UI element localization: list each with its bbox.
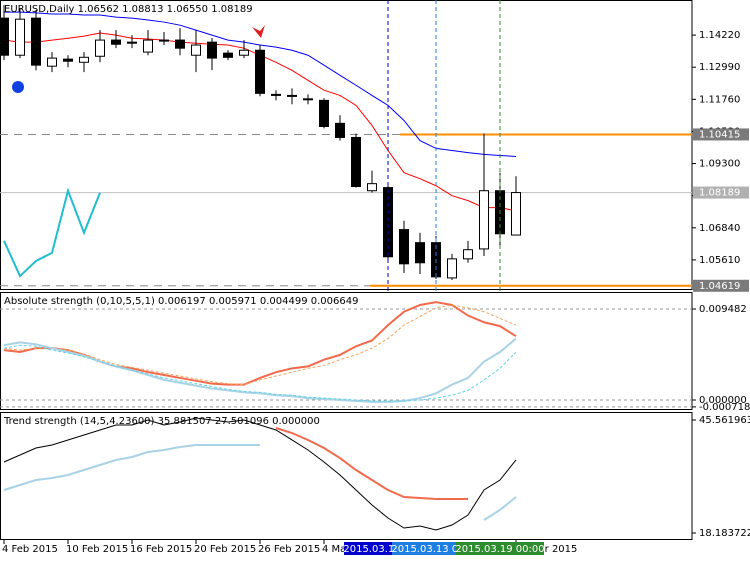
panel-title: Absolute strength (0,10,5,5,1) 0.006197 … [4,296,358,307]
signal-icons [12,25,265,93]
date-marker-label: 2015.03.13 00:00 [391,544,480,555]
y-tick-label: -0.000718 [699,402,750,413]
candle-body [511,192,521,236]
candle-body [255,49,265,94]
candle-body [191,44,201,56]
y-tick-label: 0.000000 [699,395,747,406]
date-marker-box [456,542,544,555]
candle-body [79,56,89,63]
x-tick-label: 20 Mar 2015 [514,544,577,555]
indicator-line [3,304,517,386]
candle-body [95,39,105,57]
indicator-line [3,417,517,531]
y-tick-label: 1.06840 [699,223,740,234]
candle-body [463,249,473,260]
candle-body [0,17,9,56]
y-tick-label: 1.09300 [699,159,740,170]
y-tick-label: 45.561963 [699,415,750,426]
candle-body [127,41,137,44]
candle-body [319,99,329,127]
candle-body [223,52,233,58]
x-tick-label: 20 Feb 2015 [194,544,256,555]
bid-label-box [693,186,749,199]
candle-body [207,41,217,59]
sell-signal [252,25,265,38]
candle-body [367,183,377,192]
bid-label: 1.08189 [699,188,740,199]
level-label-box [693,279,749,292]
candle-body [335,122,345,138]
buy-signal [12,81,24,93]
panel-title: Trend strength (14,5,4.23600) 35.881507 … [3,416,320,427]
candle-body [31,17,41,66]
indicator-line [4,11,517,158]
candle-body [383,187,393,258]
y-tick-label: 1.11760 [699,94,740,105]
y-tick-label: 18.183722 [699,528,750,539]
candle-body [287,94,297,97]
y-tick-label: 0.009482 [699,304,747,315]
indicator-line [3,444,517,521]
level-label-box [693,128,749,141]
indicator-line [3,337,517,403]
candle-body [271,93,281,96]
candle-body [399,229,409,265]
x-tick-label: 10 Feb 2015 [66,544,128,555]
candle-body [239,49,249,56]
candle-body [111,39,121,45]
panel-title: EURUSD,Daily 1.06562 1.08813 1.06550 1.0… [4,4,253,15]
candle-body [303,98,313,101]
indicator-line [275,427,468,501]
panel-frame [0,0,693,290]
candle-body [415,242,425,264]
date-marker-label: 2015.03.19 00:00 [455,544,544,555]
date-marker-label: 2015.03.10 00:00 [343,544,432,555]
candle-body [63,58,73,62]
x-tick-label: 4 Feb 2015 [2,544,58,555]
candle-body [175,39,185,49]
candle-body [479,190,489,250]
level-label: 1.04619 [699,281,740,292]
y-tick-label: 1.05610 [699,255,740,266]
candle-body [447,258,457,279]
indicator-line [3,344,517,402]
indicator-line [3,187,101,278]
x-tick-label: 26 Feb 2015 [258,544,320,555]
candle-body [159,39,169,42]
x-tick-label: 16 Feb 2015 [130,544,192,555]
candle-body [15,18,25,56]
y-tick-label: 1.14220 [699,30,740,41]
level-label: 1.10415 [699,129,740,140]
candle-body [143,39,153,53]
candle-body [47,57,57,67]
y-tick-label: 1.12990 [699,62,740,73]
panel-frame [0,412,693,540]
candle-body [351,136,361,188]
